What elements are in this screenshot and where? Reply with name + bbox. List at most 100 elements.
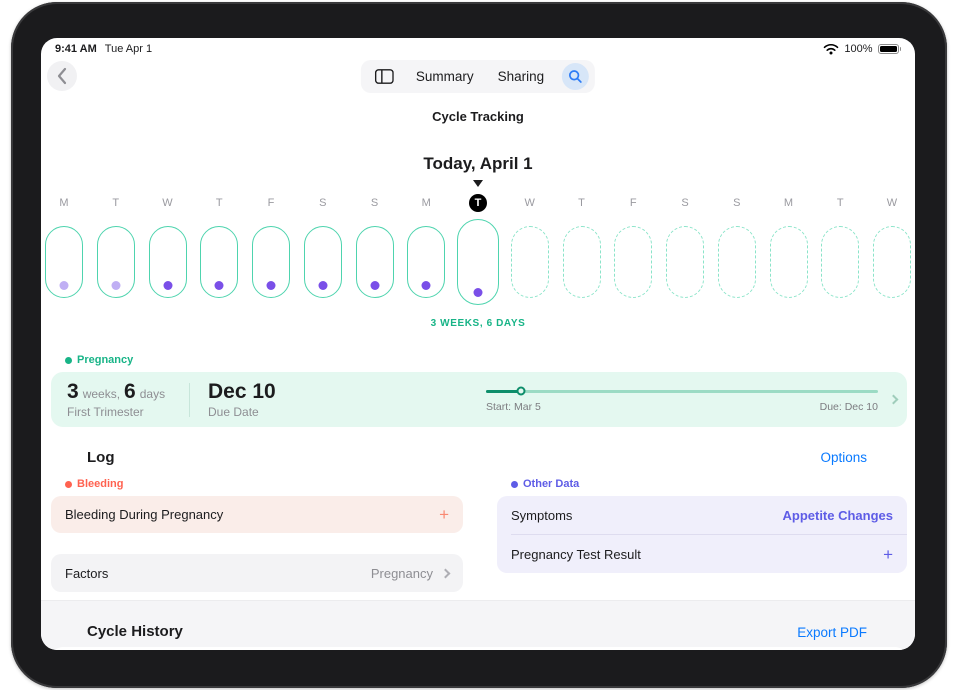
status-bar: 9:41 AM Tue Apr 1 100% (55, 40, 901, 58)
pregnancy-section-label: Pregnancy (65, 354, 133, 366)
factors-card[interactable]: Factors Pregnancy (51, 554, 463, 592)
day-cell-17: W (871, 194, 913, 305)
days-unit: days (139, 387, 166, 401)
day-cell-10: W (509, 194, 551, 305)
chevron-left-icon (56, 67, 68, 85)
today-marker-triangle (473, 180, 483, 187)
pregnancy-test-row[interactable]: Pregnancy Test Result + (497, 535, 907, 573)
day-capsule-logged[interactable] (200, 226, 239, 298)
log-entry-dot (318, 281, 328, 290)
day-letter: M (783, 197, 794, 209)
toolbar: Summary Sharing (360, 60, 596, 93)
search-button[interactable] (562, 63, 590, 90)
cycle-history-card (51, 647, 907, 650)
day-letter: T (836, 197, 844, 209)
day-letter: M (421, 197, 431, 209)
status-right: 100% (823, 43, 901, 55)
day-letter: T (578, 197, 585, 209)
factors-label: Factors (65, 565, 109, 581)
cycle-history-heading: Cycle History (87, 623, 183, 640)
day-cell-12: F (612, 194, 654, 305)
day-letter: F (267, 197, 275, 209)
progress-start-label: Start: Mar 5 (486, 400, 541, 413)
symptoms-value: Appetite Changes (782, 507, 893, 523)
pregnancy-dot-icon (65, 356, 72, 364)
day-capsule-upcoming[interactable] (873, 226, 911, 298)
day-cell-8: M (405, 194, 447, 305)
battery-percent: 100% (844, 43, 873, 55)
status-left: 9:41 AM Tue Apr 1 (55, 43, 152, 55)
page-title: Cycle Tracking (432, 109, 524, 124)
tab-summary[interactable]: Summary (404, 60, 486, 93)
day-capsule-upcoming[interactable] (717, 226, 756, 298)
pregnancy-card[interactable]: 3 weeks, 6 days First Trimester Dec 10 D… (51, 372, 907, 427)
log-entry-dot (111, 281, 121, 290)
day-letter: F (629, 197, 637, 209)
symptoms-row[interactable]: Symptoms Appetite Changes (497, 496, 907, 534)
day-cell-14: S (716, 194, 758, 305)
other-data-section-label: Other Data (511, 478, 579, 490)
day-letter: S (733, 197, 741, 209)
day-letter: W (524, 197, 535, 209)
ipad-frame: 9:41 AM Tue Apr 1 100% (11, 2, 947, 688)
bleeding-section-label: Bleeding (65, 478, 123, 490)
day-letter: W (886, 197, 898, 209)
export-pdf-button[interactable]: Export PDF (797, 625, 867, 640)
bleeding-item-label: Bleeding During Pregnancy (65, 507, 224, 522)
day-capsule-upcoming[interactable] (614, 226, 653, 298)
pregnancy-section-label-text: Pregnancy (77, 354, 134, 366)
day-cell-4: T (198, 194, 240, 305)
sidebar-toggle-button[interactable] (365, 60, 404, 93)
add-bleeding-button[interactable]: + (439, 505, 449, 524)
day-capsule-upcoming[interactable] (769, 226, 808, 298)
day-capsule-upcoming[interactable] (510, 226, 549, 298)
screen: 9:41 AM Tue Apr 1 100% (41, 38, 915, 650)
day-capsule-logged[interactable] (45, 226, 83, 298)
day-capsule-upcoming[interactable] (821, 226, 860, 298)
day-letter: T (215, 197, 223, 209)
log-entry-dot (266, 281, 276, 290)
bleeding-dot-icon (65, 480, 72, 488)
day-cell-16: T (819, 194, 861, 305)
status-date: Tue Apr 1 (104, 43, 153, 55)
day-capsule-logged[interactable] (252, 226, 290, 298)
chevron-right-icon (440, 568, 451, 578)
trimester-label: First Trimester (67, 405, 144, 419)
sidebar-icon (374, 69, 394, 84)
factors-value: Pregnancy (370, 565, 433, 581)
symptoms-label: Symptoms (511, 507, 573, 523)
add-pregnancy-test-button[interactable]: + (883, 544, 893, 564)
day-cell-11: T (561, 194, 603, 305)
day-capsule-logged[interactable] (407, 226, 446, 298)
day-capsule-logged[interactable] (303, 226, 342, 298)
day-cell-5: F (250, 194, 292, 305)
selected-day-letter: T (469, 194, 487, 212)
day-capsule-logged[interactable] (355, 226, 394, 298)
tab-sharing[interactable]: Sharing (486, 60, 557, 93)
weeks-value: 3 (67, 380, 79, 403)
log-entry-dot (421, 281, 431, 290)
day-capsule-logged[interactable] (96, 226, 135, 298)
weeks-unit: weeks, (82, 387, 121, 401)
status-time: 9:41 AM (55, 43, 97, 55)
bleeding-card[interactable]: Bleeding During Pregnancy + (51, 496, 463, 533)
card-divider (189, 382, 190, 417)
day-letter: S (370, 197, 379, 209)
back-button[interactable] (47, 61, 77, 91)
progress-track (486, 386, 878, 396)
log-entry-dot (163, 281, 172, 290)
log-heading: Log (87, 449, 115, 466)
other-data-card: Symptoms Appetite Changes Pregnancy Test… (497, 496, 907, 573)
log-entry-dot (473, 288, 483, 297)
due-date-label: Due Date (208, 405, 259, 419)
options-button[interactable]: Options (820, 450, 867, 465)
pregnancy-test-label: Pregnancy Test Result (511, 546, 641, 562)
battery-icon (877, 44, 901, 54)
day-capsule-upcoming[interactable] (562, 226, 601, 298)
day-cell-13: S (664, 194, 706, 305)
day-capsule-logged[interactable] (148, 226, 187, 298)
day-capsule-upcoming[interactable] (666, 226, 704, 298)
pregnancy-duration-label: 3 WEEKS, 6 DAYS (430, 318, 526, 329)
day-capsule-today[interactable] (457, 219, 499, 305)
wifi-icon (823, 43, 839, 55)
